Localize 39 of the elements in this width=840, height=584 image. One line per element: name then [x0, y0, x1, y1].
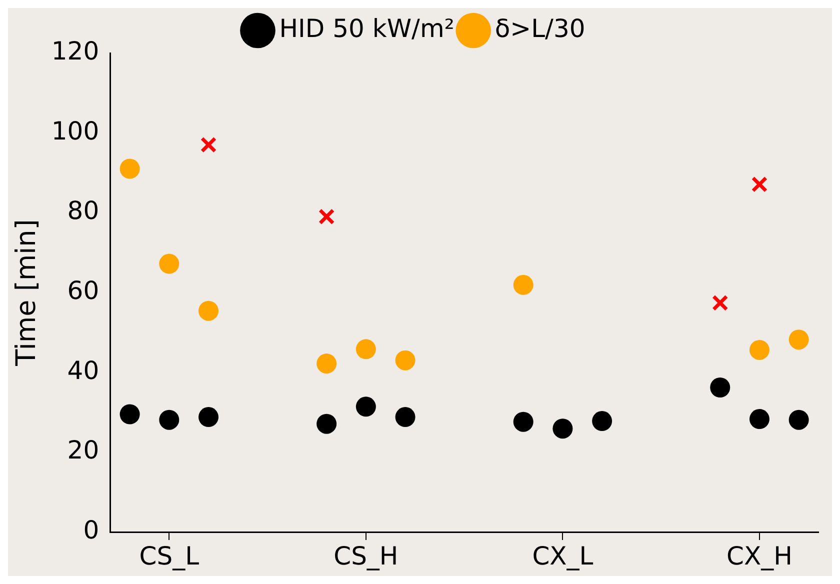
y-axis-title: Time [min] — [11, 219, 42, 367]
x-tick-label: CS_H — [334, 542, 398, 570]
point — [592, 411, 612, 432]
point — [316, 354, 337, 374]
point — [751, 176, 768, 192]
point — [318, 208, 335, 225]
point — [316, 414, 337, 434]
y-tick-label: 20 — [67, 436, 100, 465]
y-tick-label: 80 — [67, 196, 100, 226]
y-tick-label: 100 — [51, 116, 100, 146]
legend-label: δ>L/30 — [494, 14, 586, 43]
point — [200, 136, 217, 153]
point — [356, 339, 376, 360]
point — [552, 418, 573, 439]
y-tick-label: 0 — [83, 516, 100, 544]
point — [120, 404, 140, 424]
point — [712, 294, 728, 311]
point — [198, 407, 219, 428]
point — [159, 254, 180, 274]
point — [788, 410, 809, 430]
point — [749, 409, 770, 430]
point — [198, 300, 219, 321]
point — [513, 412, 534, 432]
x-tick-label: CX_H — [726, 542, 792, 570]
point — [749, 340, 770, 360]
y-tick-label: 60 — [67, 276, 100, 305]
legend-label: HID 50 kW/m² — [279, 14, 454, 43]
point — [710, 378, 730, 398]
point — [356, 396, 376, 417]
point — [159, 410, 180, 430]
x-tick-label: CS_L — [139, 542, 200, 570]
point — [120, 158, 140, 179]
point — [788, 330, 809, 350]
y-tick-label: 40 — [67, 356, 100, 385]
x-tick-label: CX_L — [532, 542, 594, 570]
point — [513, 274, 534, 295]
point — [395, 350, 416, 370]
point — [395, 407, 416, 428]
y-tick-label: 120 — [51, 36, 100, 66]
